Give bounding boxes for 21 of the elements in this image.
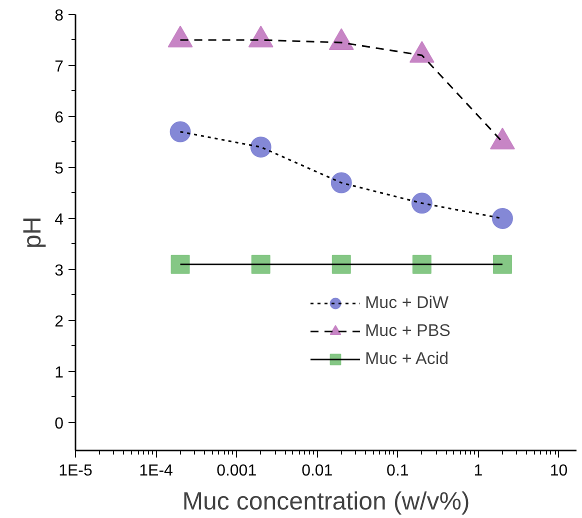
y-tick-label: 0 [54, 415, 64, 432]
x-tick-label: 0.1 [386, 462, 409, 480]
x-tick-label: 1 [474, 462, 483, 480]
y-tick-label: 5 [54, 160, 64, 178]
y-tick-label: 4 [54, 211, 64, 228]
x-tick-label: 1E-5 [58, 462, 92, 480]
legend-label: Muc + DiW [365, 293, 449, 313]
y-tick-label: 8 [54, 8, 64, 24]
y-tick-label: 6 [54, 109, 64, 126]
y-tick-label: 3 [54, 262, 64, 280]
legend-label: Muc + Acid [365, 349, 449, 369]
legend-label: Muc + PBS [365, 321, 451, 341]
x-tick-label: 10 [550, 462, 568, 480]
x-tick-label: 0.01 [302, 462, 333, 480]
x-axis-title: Muc concentration (w/v%) [182, 488, 470, 516]
y-tick-label: 2 [54, 313, 64, 330]
x-tick-label: 1E-4 [139, 462, 174, 480]
y-axis-title: pH [18, 216, 47, 248]
y-tick-label: 1 [54, 364, 64, 382]
y-tick-label: 7 [54, 58, 64, 76]
x-tick-label: 0.001 [216, 462, 257, 480]
